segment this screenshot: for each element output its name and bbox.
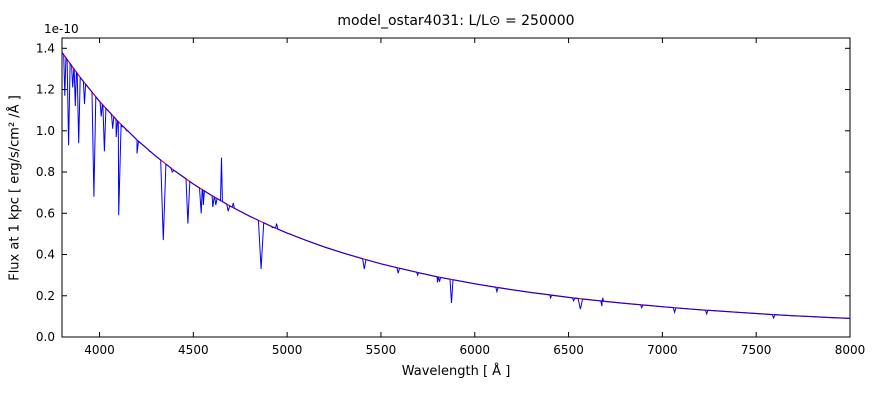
y-tick-label: 0.2 <box>36 289 55 303</box>
x-tick-label: 6500 <box>553 343 584 357</box>
x-tick-label: 4000 <box>84 343 115 357</box>
x-tick-label: 7000 <box>647 343 678 357</box>
y-tick-label: 0.6 <box>36 206 55 220</box>
x-tick-label: 8000 <box>835 343 866 357</box>
y-tick-label: 0.0 <box>36 330 55 344</box>
y-tick-label: 0.8 <box>36 165 55 179</box>
x-axis-label: Wavelength [ Å ] <box>401 364 511 379</box>
y-tick-label: 1.4 <box>36 41 55 55</box>
chart-title: model_ostar4031: L/L⊙ = 250000 <box>337 13 575 29</box>
x-tick-label: 4500 <box>178 343 209 357</box>
x-tick-label: 5500 <box>366 343 397 357</box>
y-axis-offset-label: 1e-10 <box>44 22 79 36</box>
x-tick-label: 7500 <box>741 343 772 357</box>
y-tick-label: 1.2 <box>36 83 55 97</box>
continuum-line <box>61 52 851 319</box>
y-tick-label: 1.0 <box>36 124 55 138</box>
spectrum-line <box>61 52 851 320</box>
x-tick-label: 5000 <box>272 343 303 357</box>
axes-frame <box>61 37 851 338</box>
y-tick-label: 0.4 <box>36 248 55 262</box>
x-tick-label: 6000 <box>459 343 490 357</box>
